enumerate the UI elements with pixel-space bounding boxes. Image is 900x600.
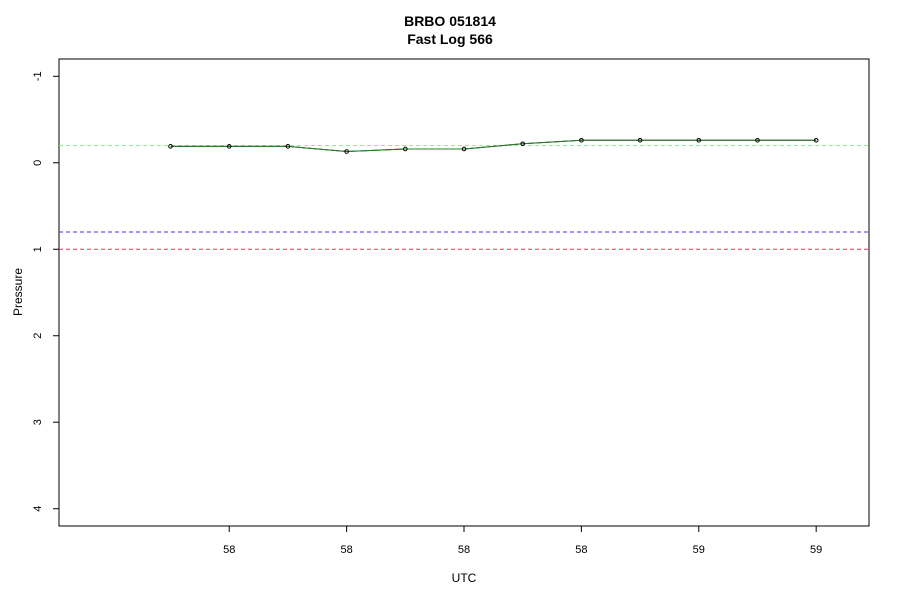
data-point xyxy=(344,149,349,154)
y-tick-label: 3 xyxy=(32,419,44,425)
x-tick-label: 58 xyxy=(223,544,235,556)
y-tick-label: -1 xyxy=(32,71,44,81)
data-point xyxy=(285,144,291,149)
x-tick-label: 58 xyxy=(458,544,470,556)
data-point xyxy=(168,144,173,149)
y-tick-label: 0 xyxy=(32,160,44,166)
data-point xyxy=(403,146,408,152)
y-tick-label: 4 xyxy=(32,506,44,512)
chart-title: BRBO 051814 xyxy=(404,13,496,29)
x-axis-label: UTC xyxy=(451,571,477,585)
data-point xyxy=(637,137,643,143)
x-tick-label: 59 xyxy=(693,544,705,556)
data-point xyxy=(579,137,584,143)
data-point xyxy=(696,137,702,143)
chart-subtitle: Fast Log 566 xyxy=(407,31,493,47)
data-point xyxy=(520,141,525,147)
smooth-line xyxy=(170,139,817,153)
x-tick-label: 58 xyxy=(340,544,352,556)
y-tick-label: 2 xyxy=(32,333,44,339)
data-point xyxy=(755,137,760,143)
y-axis-label: Pressure xyxy=(11,267,25,317)
data-point xyxy=(226,144,232,149)
y-tick-label: 1 xyxy=(32,246,44,252)
plot-frame xyxy=(58,58,870,527)
x-tick-label: 59 xyxy=(810,544,822,556)
data-point xyxy=(813,137,819,143)
data-point xyxy=(461,146,467,152)
x-tick-label: 58 xyxy=(575,544,587,556)
